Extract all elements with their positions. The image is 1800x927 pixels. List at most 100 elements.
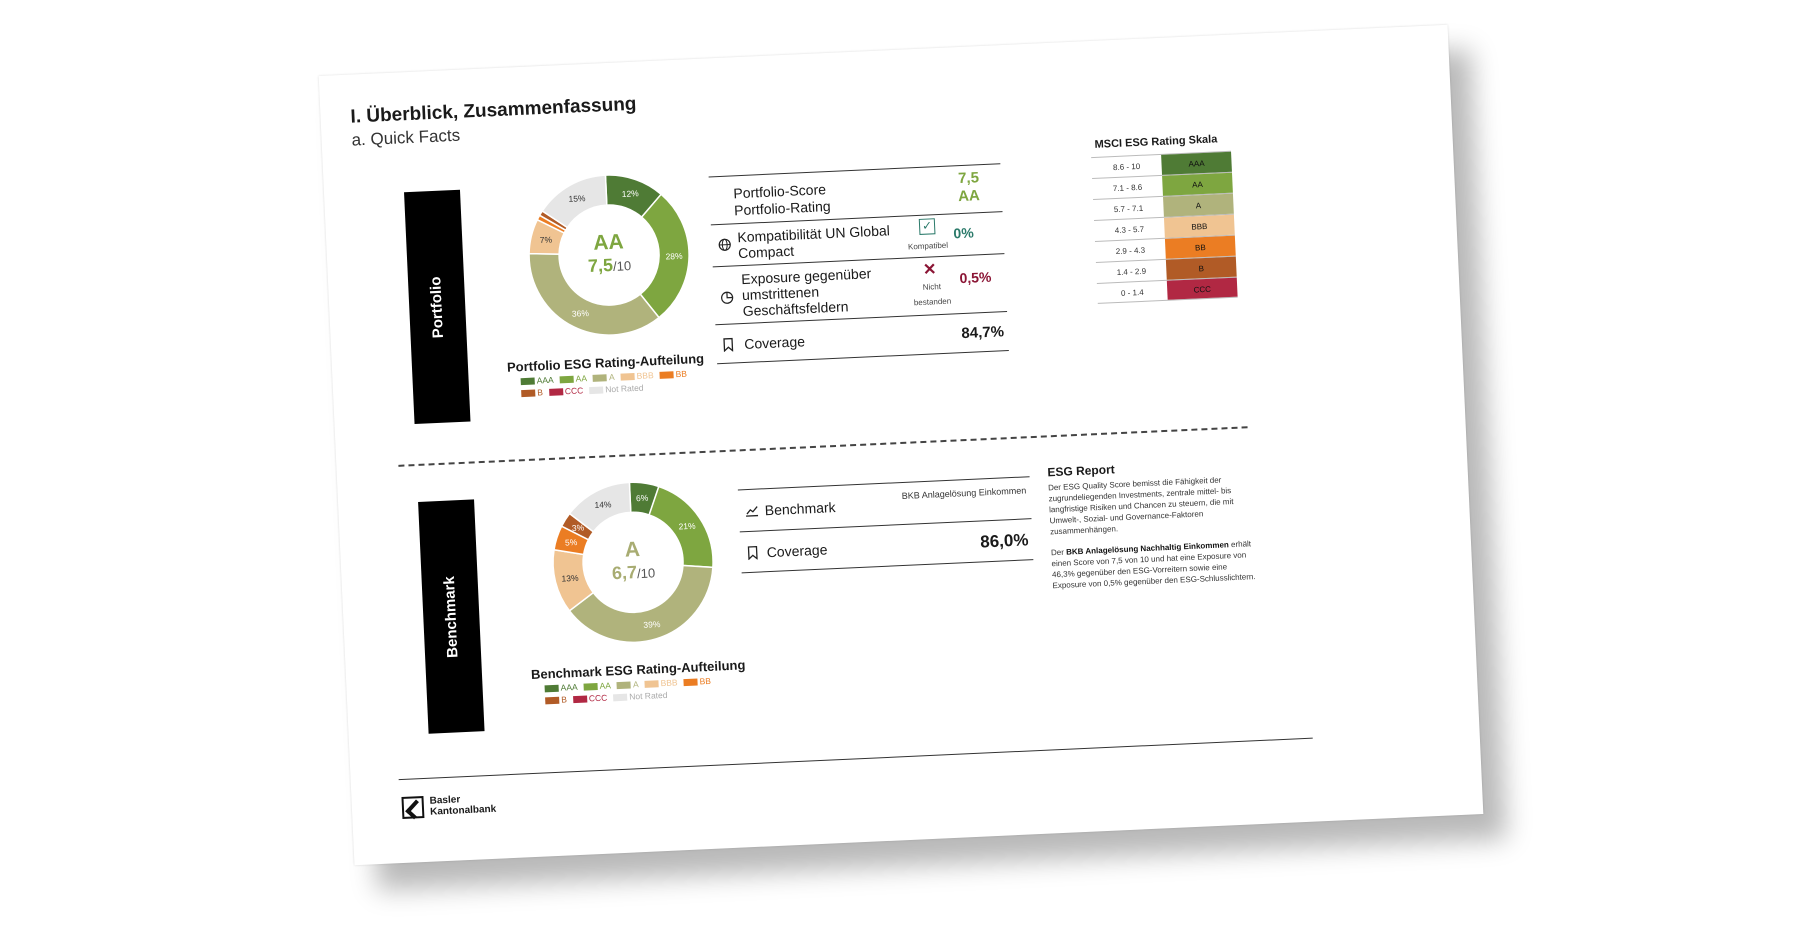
portfolio-legend-label: B: [537, 387, 544, 398]
benchmark-legend-swatch: [544, 685, 559, 693]
coverage-value: 84,7%: [961, 323, 1005, 343]
portfolio-legend-item: Not Rated: [589, 382, 644, 396]
benchmark-coverage-row: Coverage 86,0%: [739, 518, 1034, 574]
trend-line-icon: [745, 504, 760, 519]
rating-value: AA: [957, 187, 981, 206]
portfolio-legend-swatch: [559, 376, 574, 384]
benchmark-legend-label: Not Rated: [628, 689, 668, 702]
benchmark-legend-label: AA: [599, 680, 612, 691]
benchmark-legend-swatch: [616, 681, 632, 690]
section-divider: [398, 426, 1248, 467]
ungc-status: Kompatibel: [907, 240, 949, 252]
exposure-label: Exposure gegenüber umstrittenen Geschäft…: [740, 265, 872, 320]
benchmark-legend-item: B: [545, 693, 567, 706]
portfolio-legend-swatch: [548, 388, 564, 397]
benchmark-legend-item: AA: [583, 679, 611, 692]
benchmark-legend-swatch: [545, 697, 560, 705]
benchmark-label: Benchmark: [764, 499, 836, 519]
benchmark-coverage-value: 86,0%: [979, 530, 1029, 552]
benchmark-score-value: 6,7: [611, 562, 638, 584]
portfolio-section-text: Portfolio: [427, 275, 448, 339]
benchmark-legend-label: B: [560, 694, 568, 705]
portfolio-legend-item: BB: [659, 368, 687, 381]
ungc-row: Kompatibilität UN Global Compact ✓ Kompa…: [710, 211, 1005, 267]
scale-rating-box: AA: [1162, 172, 1233, 196]
benchmark-slice-label: 6%: [636, 493, 649, 504]
ungc-label: Kompatibilität UN Global Compact: [737, 222, 891, 262]
portfolio-legend-label: CCC: [564, 385, 584, 397]
msci-scale-title: MSCI ESG Rating Skala: [1094, 133, 1218, 151]
report-page: I. Überblick, Zusammenfassung a. Quick F…: [318, 24, 1484, 866]
benchmark-legend-swatch: [572, 695, 588, 704]
portfolio-score-value: 7,5: [587, 254, 614, 277]
portfolio-donut-svg: 12% 28% 36% 7% 15%: [528, 174, 690, 336]
portfolio-legend-swatch: [521, 389, 536, 398]
benchmark-row: Benchmark BKB Anlagelösung Einkommen: [737, 476, 1032, 532]
score-rating-values: 7,5 AA: [957, 169, 980, 206]
portfolio-legend-item: A: [592, 371, 615, 384]
checkbox-checked-icon: ✓: [918, 218, 936, 235]
logo-line-2: Kantonalbank: [429, 803, 497, 818]
portfolio-legend-label: AA: [575, 373, 588, 384]
portfolio-score-suffix: /10: [612, 258, 632, 274]
benchmark-score-suffix: /10: [636, 565, 656, 582]
benchmark-slice-label: 39%: [643, 619, 661, 630]
benchmark-legend-item: BB: [683, 675, 711, 688]
benchmark-slice-label: 13%: [561, 573, 579, 584]
portfolio-section-label: Portfolio: [404, 189, 471, 425]
portfolio-legend-swatch: [620, 373, 635, 381]
portfolio-legend-item: CCC: [548, 384, 584, 398]
scale-rating-box: B: [1165, 256, 1237, 280]
benchmark-slice-label: 3%: [572, 522, 585, 533]
benchmark-legend-swatch: [644, 680, 659, 689]
benchmark-legend-item: BBB: [644, 676, 678, 689]
portfolio-legend-item: AA: [559, 372, 587, 385]
benchmark-section-text: Benchmark: [440, 575, 462, 658]
exposure-value: 0,5%: [959, 268, 992, 287]
page-subtitle: a. Quick Facts: [351, 125, 461, 150]
portfolio-legend-label: A: [608, 371, 615, 383]
benchmark-facts-table: Benchmark BKB Anlagelösung Einkommen Cov…: [737, 476, 1034, 574]
scale-rating-box: A: [1163, 193, 1234, 217]
benchmark-legend-label: A: [632, 679, 639, 690]
portfolio-slice-not-rated: [541, 174, 608, 229]
benchmark-slice-label: 5%: [565, 537, 578, 548]
benchmark-legend-swatch: [683, 678, 698, 687]
scale-range: 2.9 - 4.3: [1115, 245, 1146, 257]
benchmark-legend-label: CCC: [588, 692, 608, 704]
bank-logo-icon: [401, 796, 425, 820]
benchmark-slice-label: 21%: [678, 521, 696, 532]
portfolio-slice-a: [528, 252, 661, 336]
portfolio-legend-swatch: [659, 371, 674, 380]
portfolio-legend-item: BBB: [620, 369, 654, 382]
scale-range: 7.1 - 8.6: [1112, 182, 1143, 194]
benchmark-donut-svg: 6% 21% 39% 13% 5% 3% 14%: [552, 481, 714, 644]
pie-chart-icon: [720, 290, 735, 305]
exposure-status-line2: bestanden: [913, 296, 952, 308]
coverage-label: Coverage: [743, 333, 806, 352]
portfolio-slice-label: 7%: [540, 234, 553, 245]
portfolio-legend-swatch: [520, 377, 535, 386]
bookmark-icon: [746, 545, 761, 561]
benchmark-legend-swatch: [583, 683, 598, 691]
esg-report-box: ESG Report Der ESG Quality Score bemisst…: [1047, 456, 1258, 601]
globe-icon: [717, 237, 732, 252]
exposure-status: Nicht bestanden: [904, 278, 961, 311]
portfolio-legend-swatch: [589, 386, 604, 395]
portfolio-slice-label: 12%: [622, 188, 640, 199]
benchmark-slice-a: [568, 564, 714, 644]
benchmark-value: BKB Anlagelösung Einkommen: [901, 485, 1027, 502]
benchmark-legend-item: A: [616, 678, 639, 691]
benchmark-section-label: Benchmark: [418, 499, 485, 734]
score-rating-labels: Portfolio-Score Portfolio-Rating: [733, 181, 831, 219]
portfolio-legend-label: AAA: [536, 374, 554, 386]
exposure-row: Exposure gegenüber umstrittenen Geschäft…: [712, 253, 1008, 325]
scale-range: 0 - 1.4: [1120, 287, 1144, 298]
scale-range: 8.6 - 10: [1112, 161, 1141, 173]
bank-logo: Basler Kantonalbank: [401, 793, 497, 820]
benchmark-donut-center: A 6,7/10: [550, 535, 716, 587]
esg-report-paragraph-2: Der BKB Anlagelösung Nachhaltig Einkomme…: [1051, 538, 1258, 591]
benchmark-slice-not-rated: [568, 481, 632, 533]
portfolio-slice-label: 36%: [572, 308, 590, 319]
